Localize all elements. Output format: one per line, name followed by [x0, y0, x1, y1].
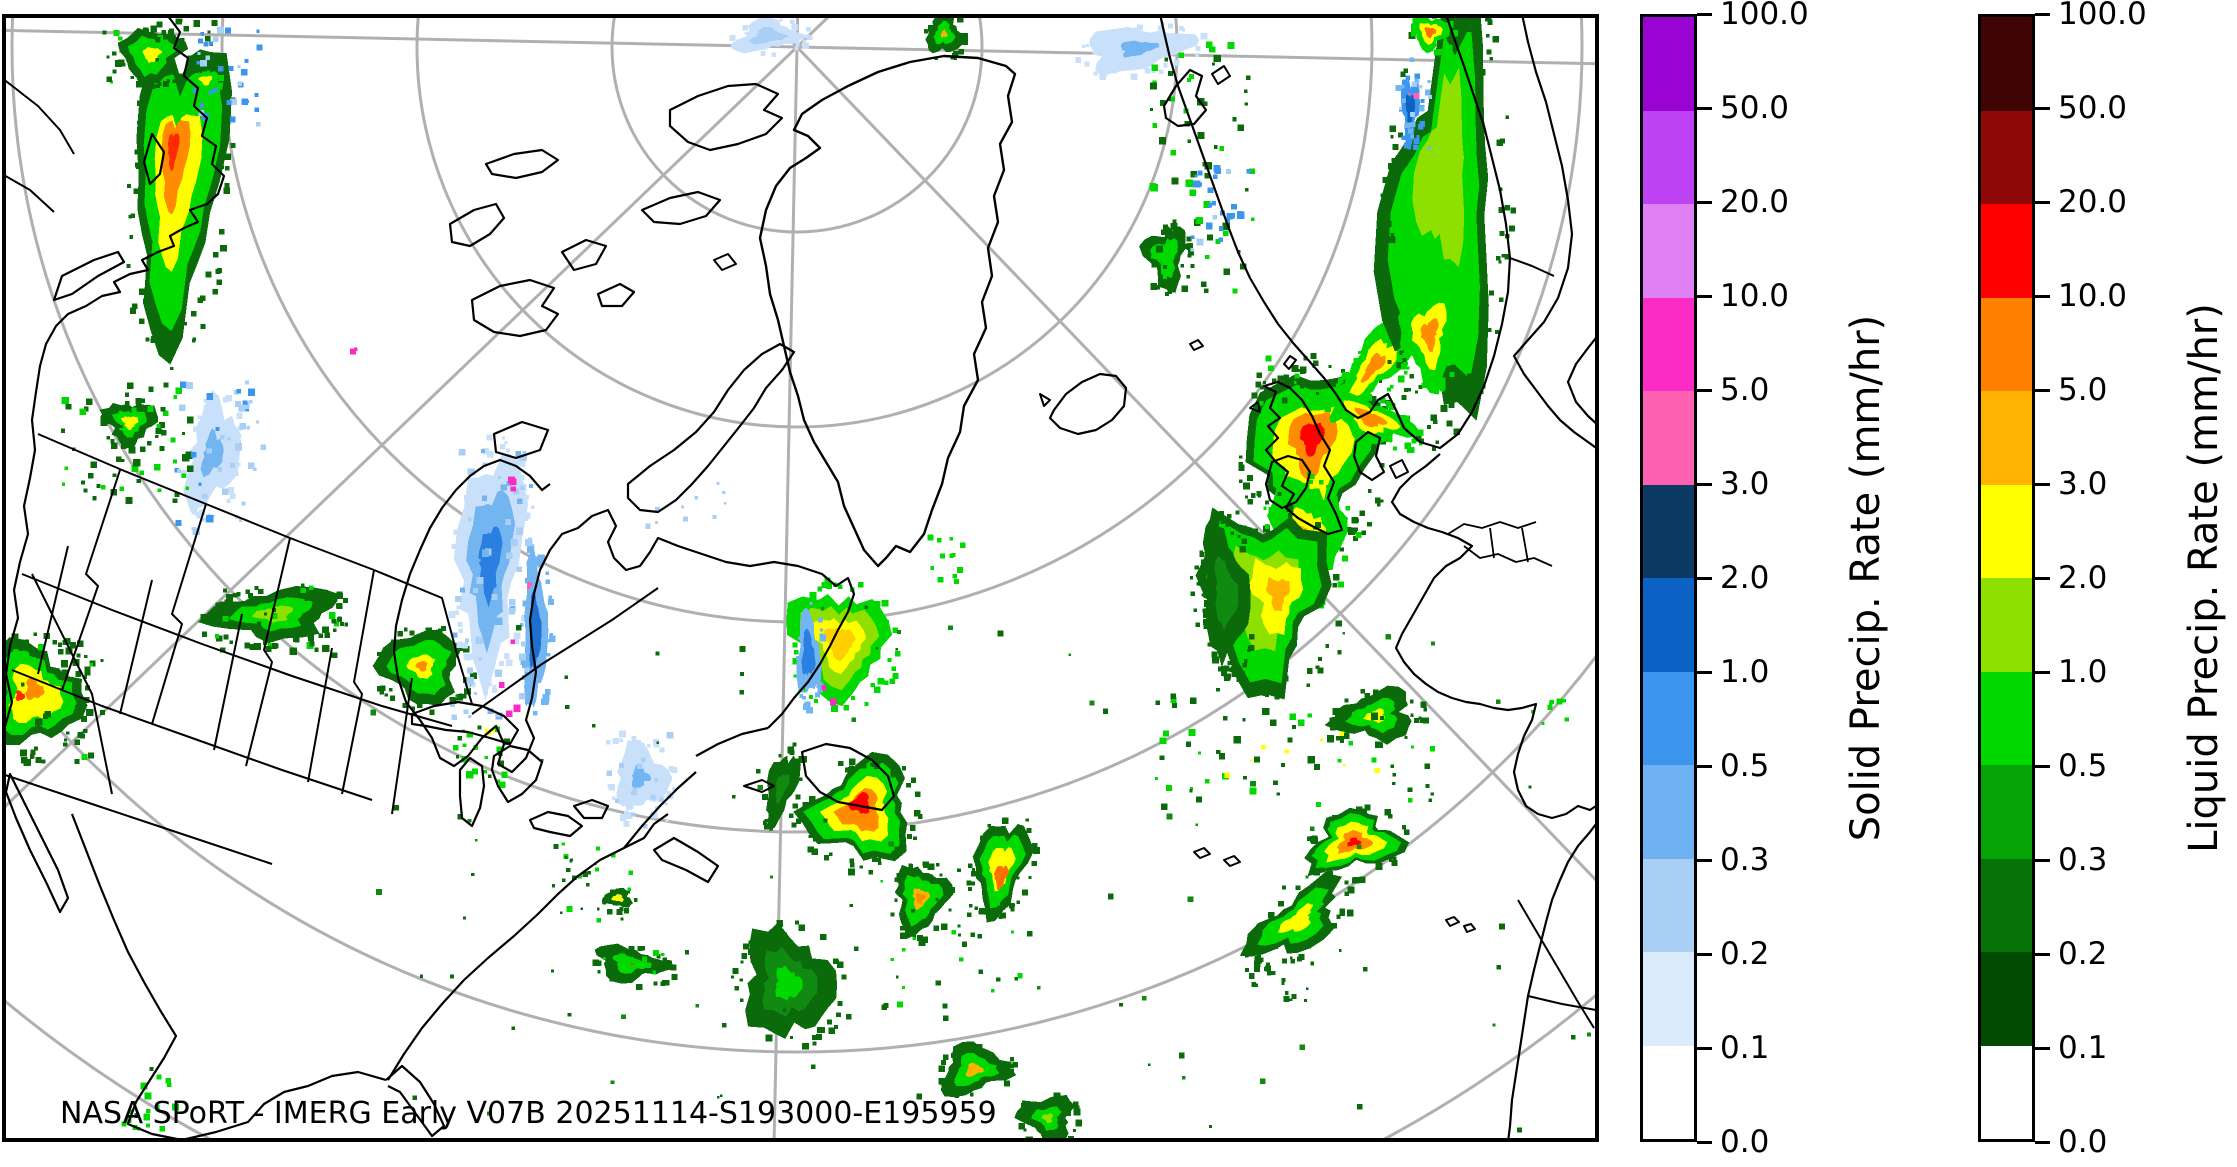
liquid-tick-label: 2.0 — [2058, 560, 2108, 596]
liquid-segment-10 — [1981, 110, 2032, 204]
solid-segment-8 — [1643, 297, 1694, 391]
liquid-colorbar-bar — [1978, 14, 2035, 1142]
liquid-tick — [2035, 482, 2050, 486]
liquid-tick — [2035, 1140, 2050, 1144]
solid-segment-9 — [1643, 204, 1694, 298]
liquid-segment-8 — [1981, 297, 2032, 391]
solid-segment-0 — [1643, 1045, 1694, 1139]
liquid-tick-label: 50.0 — [2058, 90, 2128, 126]
annotation-text: NASA SPoRT - IMERG Early V07B 20251114-S… — [60, 1096, 997, 1131]
liquid-tick — [2035, 858, 2050, 862]
solid-axis-label: Solid Precip. Rate (mm/hr) — [1843, 314, 1889, 842]
liquid-segment-3 — [1981, 765, 2032, 859]
solid-tick-label: 0.0 — [1720, 1124, 1770, 1160]
solid-tick — [1697, 1046, 1712, 1050]
colorbar-solid: 0.0 0.1 0.2 0.3 0.5 1.0 2.0 3.0 5.0 10.0 20.0 50.0 1… — [1640, 0, 1990, 1160]
liquid-axis-label: Liquid Precip. Rate (mm/hr) — [2181, 303, 2227, 853]
solid-tick-label: 5.0 — [1720, 372, 1770, 408]
solid-tick — [1697, 1140, 1712, 1144]
liquid-tick-label: 100.0 — [2058, 0, 2147, 32]
solid-segment-6 — [1643, 484, 1694, 578]
solid-tick-label: 1.0 — [1720, 654, 1770, 690]
liquid-segment-7 — [1981, 391, 2032, 485]
solid-tick-label: 0.1 — [1720, 1030, 1770, 1066]
liquid-tick — [2035, 1046, 2050, 1050]
solid-segment-7 — [1643, 391, 1694, 485]
liquid-tick — [2035, 764, 2050, 768]
solid-segment-2 — [1643, 858, 1694, 952]
liquid-tick — [2035, 952, 2050, 956]
liquid-tick-label: 10.0 — [2058, 278, 2128, 314]
liquid-tick — [2035, 12, 2050, 16]
liquid-tick-label: 20.0 — [2058, 184, 2128, 220]
liquid-tick-label: 1.0 — [2058, 654, 2108, 690]
liquid-tick — [2035, 106, 2050, 110]
liquid-tick — [2035, 200, 2050, 204]
solid-tick-label: 20.0 — [1720, 184, 1790, 220]
solid-tick-label: 0.3 — [1720, 842, 1770, 878]
liquid-tick — [2035, 294, 2050, 298]
solid-segment-10 — [1643, 110, 1694, 204]
colorbar-liquid: 0.0 0.1 0.2 0.3 0.5 1.0 2.0 3.0 5.0 10.0 20.0 50.0 1… — [1978, 0, 2237, 1160]
solid-tick — [1697, 106, 1712, 110]
liquid-segment-5 — [1981, 578, 2032, 672]
weather-map — [2, 14, 1599, 1142]
liquid-tick — [2035, 388, 2050, 392]
liquid-segment-9 — [1981, 204, 2032, 298]
coastlines — [2, 14, 1599, 1142]
liquid-tick-label: 0.1 — [2058, 1030, 2108, 1066]
solid-tick-label: 2.0 — [1720, 560, 1770, 596]
liquid-tick-label: 0.5 — [2058, 748, 2108, 784]
solid-segment-4 — [1643, 671, 1694, 765]
map-frame — [2, 14, 1599, 1142]
liquid-tick-label: 5.0 — [2058, 372, 2108, 408]
solid-tick — [1697, 670, 1712, 674]
solid-tick-label: 100.0 — [1720, 0, 1809, 32]
liquid-tick — [2035, 576, 2050, 580]
liquid-segment-1 — [1981, 952, 2032, 1046]
solid-tick — [1697, 952, 1712, 956]
solid-tick-label: 10.0 — [1720, 278, 1790, 314]
solid-tick — [1697, 764, 1712, 768]
solid-segment-5 — [1643, 578, 1694, 672]
liquid-tick-label: 3.0 — [2058, 466, 2108, 502]
solid-segment-3 — [1643, 765, 1694, 859]
solid-tick — [1697, 858, 1712, 862]
solid-tick-label: 0.2 — [1720, 936, 1770, 972]
liquid-segment-0 — [1981, 1045, 2032, 1139]
liquid-segment-4 — [1981, 671, 2032, 765]
solid-tick — [1697, 294, 1712, 298]
liquid-segment-2 — [1981, 858, 2032, 952]
solid-tick — [1697, 12, 1712, 16]
liquid-segment-11 — [1981, 17, 2032, 111]
solid-tick-label: 3.0 — [1720, 466, 1770, 502]
solid-tick — [1697, 388, 1712, 392]
liquid-segment-6 — [1981, 484, 2032, 578]
liquid-tick-label: 0.3 — [2058, 842, 2108, 878]
solid-segment-1 — [1643, 952, 1694, 1046]
liquid-tick — [2035, 670, 2050, 674]
liquid-tick-label: 0.2 — [2058, 936, 2108, 972]
solid-segment-11 — [1643, 17, 1694, 111]
solid-tick — [1697, 576, 1712, 580]
solid-tick — [1697, 482, 1712, 486]
solid-colorbar-bar — [1640, 14, 1697, 1142]
solid-tick-label: 0.5 — [1720, 748, 1770, 784]
solid-tick — [1697, 200, 1712, 204]
liquid-tick-label: 0.0 — [2058, 1124, 2108, 1160]
solid-tick-label: 50.0 — [1720, 90, 1790, 126]
